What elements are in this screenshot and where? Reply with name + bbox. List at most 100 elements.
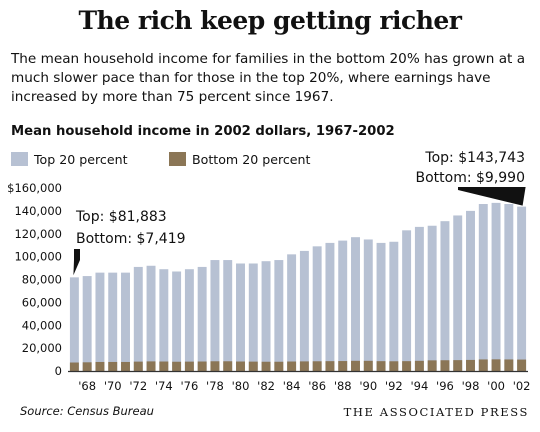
annotation-first-bottom: Bottom: $7,419 [76,231,186,247]
bar-bottom-1978 [210,361,220,371]
annotation-first-pointer [73,249,80,276]
x-tick-label: '82 [257,379,275,393]
bar-bottom-1998 [466,359,475,371]
bar-top-1970 [108,272,118,371]
x-tick-label: '00 [487,379,505,393]
legend-swatch-top [11,152,28,166]
bar-bottom-1999 [478,359,488,371]
bar-bottom-1971 [121,361,130,371]
bar-bottom-1995 [427,360,437,371]
legend-label-bottom: Bottom 20 percent [192,152,311,167]
bar-bottom-1986 [312,361,322,371]
bar-bottom-1985 [299,361,309,371]
bar-top-1975 [172,271,182,371]
bar-top-1971 [121,272,130,371]
bar-top-1991 [376,242,386,371]
x-tick-label: '72 [129,379,147,393]
bar-bottom-1974 [159,361,169,371]
bar-bottom-2002 [517,359,527,371]
bar-top-1999 [478,204,488,371]
bar-top-1978 [210,260,220,371]
x-tick-label: '74 [155,379,173,393]
bar-bottom-1973 [146,361,156,371]
bar-bottom-1977 [197,361,207,371]
bar-top-1986 [312,246,322,371]
bar-bottom-1983 [274,361,284,371]
bar-top-1984 [287,254,297,371]
x-tick-label: '98 [462,379,480,393]
bar-top-1981 [248,263,258,371]
chart-title: The rich keep getting richer [78,6,462,35]
bar-bottom-1967 [69,362,79,371]
bar-top-2000 [491,202,501,371]
bar-bottom-1976 [184,361,194,371]
legend-label-top: Top 20 percent [34,152,128,167]
bar-top-1996 [440,221,450,371]
annotation-last-bottom: Bottom: $9,990 [415,170,525,186]
bar-top-1980 [236,263,245,371]
chart-heading: Mean household income in 2002 dollars, 1… [11,124,395,139]
x-tick-label: '76 [180,379,198,393]
x-tick-label: '86 [308,379,326,393]
bar-bottom-1970 [108,361,118,371]
bar-top-1979 [223,260,233,371]
y-tick-label: 100,000 [14,250,62,264]
credit-line: THE ASSOCIATED PRESS [343,405,529,419]
bar-bottom-1989 [351,360,360,371]
bar-top-1983 [274,260,284,371]
y-tick-label: 120,000 [14,227,62,241]
bar-bottom-1990 [363,360,373,371]
x-tick-label: '68 [78,379,96,393]
bar-bottom-1988 [338,361,348,371]
bar-bottom-1975 [172,361,182,371]
x-tick-label: '94 [410,379,428,393]
x-tick-label: '78 [206,379,224,393]
bar-top-1990 [363,239,373,371]
bar-bottom-1968 [82,362,92,371]
bar-top-1998 [466,210,475,372]
bar-bottom-2001 [504,359,514,371]
bar-bottom-1984 [287,361,297,371]
x-tick-label: '70 [104,379,122,393]
bar-bottom-1982 [261,361,271,371]
x-tick-label: '84 [283,379,301,393]
bar-top-1995 [427,225,437,371]
legend-item-top: Top 20 percent [11,152,128,167]
bar-top-1987 [325,242,335,371]
annotation-last-top: Top: $143,743 [424,150,525,166]
x-tick-label: '80 [232,379,250,393]
bar-top-1993 [402,230,412,371]
bar-bottom-1981 [248,361,258,371]
bar-top-1972 [133,266,143,371]
y-tick-label: 80,000 [22,273,62,287]
x-tick-label: '02 [513,379,531,393]
source-note: Source: Census Bureau [20,404,154,418]
bar-bottom-1992 [389,361,399,371]
bar-top-1982 [261,261,271,371]
bar-bottom-1972 [133,361,143,371]
bar-bottom-1994 [414,360,424,371]
bar-bottom-1996 [440,360,450,371]
bar-bottom-2000 [491,359,501,371]
bar-top-1992 [389,241,399,371]
y-tick-label: 0 [55,364,62,378]
y-tick-label: 140,000 [14,204,62,218]
bar-top-1969 [95,272,105,371]
legend-swatch-bottom [169,152,186,166]
bar-top-1976 [184,269,194,371]
y-tick-label: $160,000 [7,181,62,195]
bar-top-1973 [146,265,156,371]
x-tick-label: '90 [359,379,377,393]
bar-bottom-1993 [402,361,412,371]
bar-top-1997 [453,215,463,371]
y-tick-label: 60,000 [22,295,62,309]
x-tick-label: '88 [334,379,352,393]
y-tick-label: 20,000 [22,341,62,355]
bar-bottom-1980 [236,361,245,371]
annotation-last-pointer [458,187,526,206]
bar-top-1977 [197,266,207,371]
y-tick-label: 40,000 [22,318,62,332]
chart-subtitle: The mean household income for families i… [11,51,526,105]
bar-top-1974 [159,269,169,371]
